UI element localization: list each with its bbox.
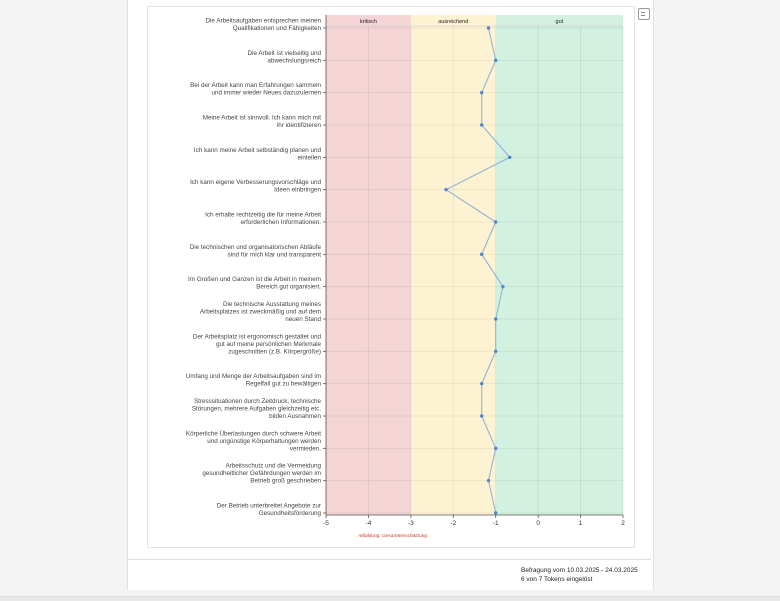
token-count: 6 von 7 Tokens eingelöst <box>521 576 593 583</box>
category-label: Ich kann eigene Verbesserungsvorschläge … <box>190 179 321 194</box>
zone-label: kritisch <box>360 19 377 25</box>
data-point <box>480 381 484 386</box>
x-tick-label: -3 <box>408 520 414 527</box>
zone-label: ausreichend <box>438 19 468 25</box>
category-label: Die Arbeit ist vielseitig und abwechslung… <box>248 50 322 64</box>
footer-divider <box>128 559 651 560</box>
category-label: Körperliche Überlastungen durch schwere … <box>186 429 322 452</box>
data-point <box>494 317 498 321</box>
category-label: Der Arbeitsplatz ist ergonomisch gestalt… <box>193 333 322 355</box>
data-point <box>480 252 484 257</box>
category-label: Ich kann meine Arbeit selbständig planen… <box>194 147 322 162</box>
data-point <box>444 187 448 192</box>
bottom-strip <box>0 596 780 601</box>
category-label: Stresssituationen durch Zeitdruck, techn… <box>192 398 322 420</box>
data-point <box>508 155 512 160</box>
series-line <box>444 27 511 514</box>
category-label: Bei der Arbeit kann man Erfahrungen samm… <box>190 82 321 97</box>
data-point <box>494 446 498 451</box>
zone-1 <box>326 15 411 515</box>
data-point <box>486 26 491 30</box>
data-point <box>501 284 505 289</box>
x-tick-label: 0 <box>536 520 540 527</box>
chart-caption: Abbildung: Gesamteinschätzung <box>357 533 427 539</box>
category-label: Arbeitsschutz und die Vermeidung gesundhe… <box>202 463 321 485</box>
x-tick-label: 1 <box>579 520 583 527</box>
x-tick-label: 2 <box>621 520 625 527</box>
x-tick-label: -1 <box>493 520 499 527</box>
category-label: Im Großen und Ganzen ist die Arbeit in m… <box>188 276 321 291</box>
print-icon[interactable] <box>638 8 650 20</box>
x-tick-label: -4 <box>366 520 372 527</box>
data-point <box>494 511 498 515</box>
data-point <box>486 478 491 483</box>
data-point <box>494 220 498 224</box>
zone-3 <box>495 15 623 515</box>
category-label: Umfang und Menge der Arbeitsaufgaben sin… <box>186 373 322 388</box>
survey-period: Befragung vom 10.03.2025 - 24.03.2025 <box>521 567 638 574</box>
data-point <box>494 58 498 63</box>
data-point <box>480 90 484 95</box>
survey-info: Befragung vom 10.03.2025 - 24.03.2025 6 … <box>521 566 638 584</box>
data-point <box>480 123 484 127</box>
category-label: Die technische Ausstattung meines Arbeits… <box>200 301 322 323</box>
category-label: Die Arbeitsaufgaben entsprechen meinen Qu… <box>205 18 321 33</box>
category-label: Die technischen und organisatorischen Ab… <box>190 244 322 258</box>
category-label: Meine Arbeit ist sinnvoll. Ich kann mich… <box>203 115 322 130</box>
category-label: Der Betrieb unterbreitet Angebote zur Ges… <box>217 503 322 518</box>
data-point <box>494 349 498 354</box>
data-point <box>480 414 484 418</box>
x-tick-label: -2 <box>450 520 456 527</box>
x-tick-label: -5 <box>323 520 329 527</box>
category-label: Ich erhalte rechtzeitig die für meine Ar… <box>205 212 321 227</box>
zone-label: gut <box>556 19 564 25</box>
